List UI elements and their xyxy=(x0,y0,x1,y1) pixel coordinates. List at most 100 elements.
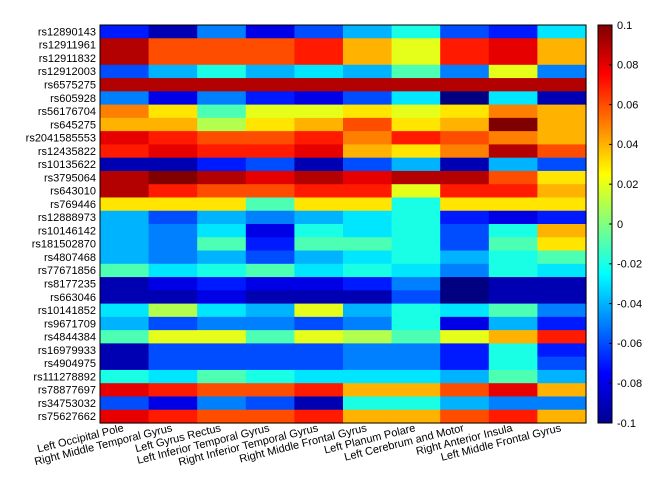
colorbar-tick-label: 0 xyxy=(617,219,623,231)
heatmap-cell xyxy=(537,91,587,106)
heatmap-cell xyxy=(440,330,490,344)
heatmap-cell xyxy=(100,131,150,145)
heatmap-cell xyxy=(245,197,295,212)
heatmap-cell xyxy=(343,316,393,331)
heatmap-cell xyxy=(100,290,150,305)
heatmap-cell xyxy=(391,170,441,185)
heatmap-cell xyxy=(440,38,490,53)
heatmap-cell xyxy=(197,250,247,265)
heatmap-cell xyxy=(294,343,344,358)
heatmap-cell xyxy=(197,316,247,331)
heatmap-cell xyxy=(391,78,441,92)
heatmap-cell xyxy=(148,290,198,305)
heatmap-cell xyxy=(391,91,441,106)
heatmap-cell xyxy=(245,25,295,39)
heatmap-cell xyxy=(537,197,587,212)
heatmap-cell xyxy=(148,303,198,318)
heatmap-cell xyxy=(488,78,538,92)
heatmap-cell xyxy=(440,104,490,119)
heatmap-cell xyxy=(488,290,538,305)
heatmap-cell xyxy=(148,38,198,53)
row-label: rs8177235 xyxy=(44,279,96,291)
heatmap-cell xyxy=(343,184,393,199)
heatmap-cell xyxy=(488,343,538,358)
heatmap-cell xyxy=(148,396,198,411)
heatmap-cell xyxy=(391,184,441,199)
row-label: rs3795064 xyxy=(44,172,96,184)
heatmap-cell xyxy=(245,237,295,252)
heatmap-cell xyxy=(197,369,247,384)
heatmap-cell xyxy=(100,356,150,371)
row-label: rs663046 xyxy=(50,292,96,304)
heatmap-cell xyxy=(197,210,247,225)
heatmap-cell xyxy=(391,409,441,424)
heatmap-cell xyxy=(197,224,247,238)
heatmap-cell xyxy=(488,224,538,238)
heatmap-cell xyxy=(294,290,344,305)
heatmap-cell xyxy=(343,157,393,172)
row-label: rs111278892 xyxy=(33,371,96,383)
heatmap-cell xyxy=(197,91,247,106)
colorbar-tick-label: 0.04 xyxy=(617,139,638,151)
heatmap-cell xyxy=(245,409,295,424)
heatmap-cell xyxy=(488,369,538,384)
heatmap-cell xyxy=(148,78,198,92)
heatmap-cell xyxy=(148,25,198,39)
heatmap-cell xyxy=(294,157,344,172)
heatmap-cell xyxy=(100,51,150,66)
heatmap-cell xyxy=(488,104,538,119)
heatmap-cell xyxy=(488,210,538,225)
row-label: rs769446 xyxy=(50,199,96,211)
row-label: rs34753032 xyxy=(38,398,96,410)
heatmap-cell xyxy=(294,131,344,145)
heatmap-cell xyxy=(197,184,247,199)
heatmap-cell xyxy=(440,224,490,238)
heatmap-cell xyxy=(197,157,247,172)
row-label: rs12888973 xyxy=(38,212,96,224)
heatmap-cell xyxy=(294,117,344,132)
heatmap-cell xyxy=(294,396,344,411)
heatmap-cell xyxy=(100,303,150,318)
heatmap-cell xyxy=(488,25,538,39)
heatmap-cell xyxy=(197,144,247,159)
heatmap-cell xyxy=(343,224,393,238)
heatmap-cell xyxy=(294,91,344,106)
colorbar-tick-label: -0.06 xyxy=(617,338,642,350)
row-label: rs10146142 xyxy=(38,225,96,237)
heatmap-cell xyxy=(488,117,538,132)
heatmap-cell xyxy=(100,343,150,358)
heatmap-cell xyxy=(100,250,150,265)
heatmap-cell xyxy=(197,290,247,305)
heatmap-cell xyxy=(148,51,198,66)
heatmap-cell xyxy=(440,383,490,398)
heatmap-cell xyxy=(537,277,587,291)
row-label: rs16979933 xyxy=(38,345,96,357)
heatmap-cell xyxy=(537,250,587,265)
heatmap-cell xyxy=(245,263,295,278)
heatmap-cell xyxy=(100,157,150,172)
heatmap-cell xyxy=(245,396,295,411)
heatmap-cell xyxy=(100,237,150,252)
heatmap-cell xyxy=(197,197,247,212)
heatmap-cell xyxy=(343,250,393,265)
colorbar-tick-label: 0.02 xyxy=(617,179,638,191)
heatmap-cell xyxy=(148,224,198,238)
heatmap-cell xyxy=(100,144,150,159)
heatmap-cell xyxy=(488,250,538,265)
heatmap-cell xyxy=(537,290,587,305)
row-label: rs78877697 xyxy=(38,385,96,397)
heatmap-cell xyxy=(537,117,587,132)
heatmap-cell xyxy=(537,51,587,66)
heatmap-cell xyxy=(440,184,490,199)
heatmap-cell xyxy=(294,409,344,424)
row-label: rs4807468 xyxy=(44,252,96,264)
heatmap-cell xyxy=(537,104,587,119)
heatmap-cell xyxy=(100,409,150,424)
heatmap-cell xyxy=(245,117,295,132)
colorbar-tick-label: 0.08 xyxy=(617,60,638,72)
heatmap-cell xyxy=(100,197,150,212)
heatmap-cell xyxy=(197,78,247,92)
heatmap-cell xyxy=(537,210,587,225)
heatmap-cell xyxy=(148,197,198,212)
heatmap-cell xyxy=(391,157,441,172)
